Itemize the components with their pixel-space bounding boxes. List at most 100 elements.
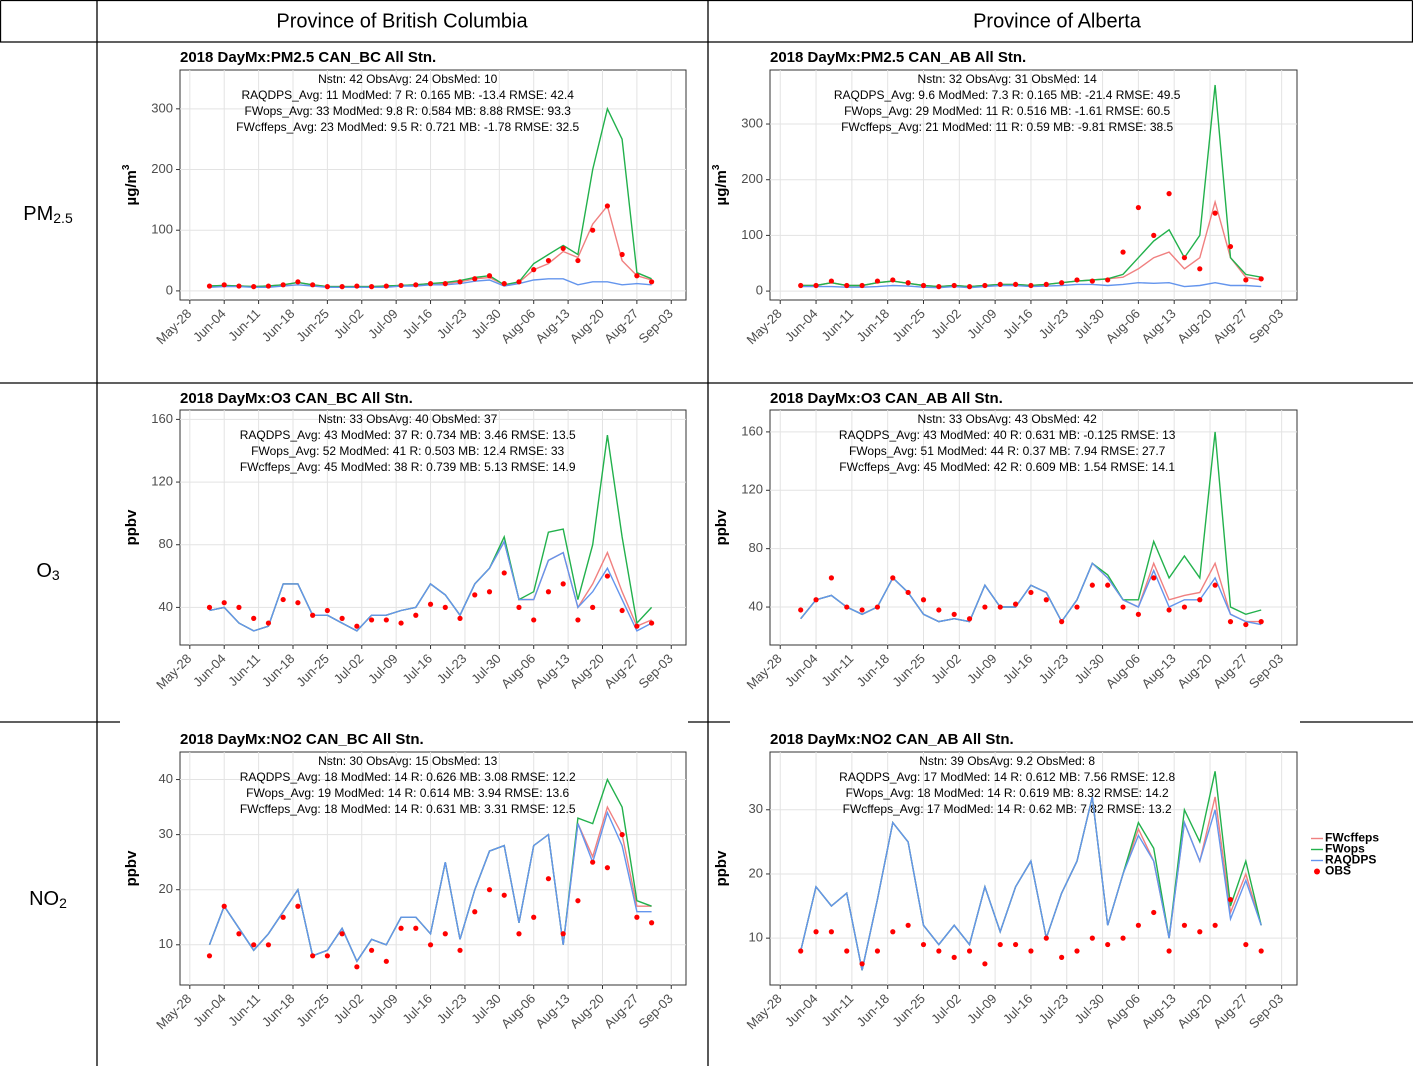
obs-point: [206, 953, 213, 959]
obs-point: [398, 925, 404, 931]
obs-point: [604, 573, 610, 579]
y-tick-label: 300: [741, 115, 763, 130]
y-tick-label: 100: [741, 227, 763, 242]
obs-point: [545, 257, 552, 264]
x-tick-label: Aug-20: [567, 651, 607, 691]
obs-point: [339, 931, 345, 937]
obs-point: [1197, 266, 1203, 272]
y-tick-label: 10: [749, 930, 763, 945]
x-tick-label: Jun-04: [782, 651, 821, 690]
obs-point: [1181, 604, 1188, 610]
obs-point: [798, 607, 804, 613]
obs-point: [486, 273, 493, 279]
obs-point: [516, 931, 522, 937]
obs-point: [545, 589, 552, 595]
chart: 2018 DayMx:PM2.5 CAN_AB All Stn. 0 100 200 3…: [711, 49, 1298, 347]
x-tick-label: Jun-11: [818, 306, 856, 344]
x-tick-label: Jul-16: [399, 651, 435, 687]
obs-point: [310, 282, 316, 288]
obs-point: [1089, 278, 1095, 284]
obs-point: [874, 604, 881, 610]
obs-point: [1089, 582, 1095, 588]
obs-point: [1197, 597, 1203, 603]
y-tick-label: 80: [749, 540, 763, 555]
row-label: O3: [36, 560, 60, 582]
stat-annotation: FWcffeps_Avg: 45 ModMed: 42 R: 0.609 MB:…: [839, 460, 1175, 474]
obs-point: [619, 607, 625, 614]
obs-point: [966, 616, 973, 622]
x-tick-label: Jul-16: [399, 306, 435, 342]
obs-point: [516, 604, 522, 611]
x-tick-label: Aug-13: [532, 651, 572, 691]
y-tick-label: 120: [151, 474, 173, 489]
obs-point: [413, 282, 419, 288]
x-tick-label: Aug-27: [601, 651, 641, 691]
obs-point: [936, 948, 942, 954]
obs-point: [1227, 243, 1234, 250]
obs-point: [905, 922, 911, 928]
x-tick-label: Aug-20: [1174, 306, 1214, 346]
x-tick-label: Aug-06: [498, 991, 538, 1031]
obs-point: [501, 892, 507, 898]
y-axis-label: µg/m3: [121, 164, 140, 205]
obs-point: [531, 617, 537, 623]
y-tick-label: 0: [166, 282, 173, 297]
legend-label: RAQDPS: [1325, 853, 1376, 867]
y-axis-label-sup: 3: [711, 164, 722, 170]
chart-title: 2018 DayMx:O3 CAN_AB All Stn.: [770, 390, 1003, 407]
stat-annotation: Nstn: 30 ObsAvg: 15 ObsMed: 13: [318, 754, 498, 768]
obs-point: [236, 931, 242, 937]
x-tick-label: Jul-02: [928, 651, 964, 687]
obs-point: [1120, 249, 1126, 255]
obs-point: [1258, 948, 1264, 954]
obs-point: [590, 227, 596, 233]
stat-annotation: FWops_Avg: 33 ModMed: 9.8 R: 0.584 MB: 8…: [245, 104, 572, 118]
x-tick-label: Aug-27: [601, 306, 641, 346]
obs-point: [1135, 611, 1141, 617]
y-tick-label: 0: [756, 283, 763, 298]
obs-point: [1059, 619, 1065, 625]
x-tick-label: Aug-13: [1139, 651, 1179, 691]
obs-point: [1105, 941, 1111, 948]
obs-point: [1105, 582, 1111, 588]
obs-point: [1028, 282, 1034, 289]
obs-point: [1151, 909, 1157, 916]
obs-point: [295, 600, 301, 606]
x-tick-label: Jul-09: [365, 651, 401, 687]
obs-point: [619, 832, 625, 838]
x-tick-label: Aug-27: [601, 991, 641, 1031]
row-label-sub: 2: [59, 895, 67, 911]
x-tick-label: Sep-03: [636, 306, 676, 346]
obs-point: [206, 283, 213, 289]
x-tick-label: Sep-03: [1246, 306, 1286, 346]
plot-panel: [769, 69, 1298, 301]
obs-point: [590, 859, 596, 865]
obs-point: [251, 615, 257, 621]
obs-point: [874, 948, 881, 954]
x-tick-label: Aug-06: [498, 306, 538, 346]
chart-title: 2018 DayMx:PM2.5 CAN_AB All Stn.: [770, 49, 1026, 66]
y-axis-label-text: µg/m: [123, 170, 140, 205]
x-tick-label: Aug-27: [1210, 306, 1250, 346]
obs-point: [997, 281, 1003, 288]
obs-point: [427, 281, 434, 287]
obs-point: [339, 615, 345, 621]
x-tick-label: Jul-09: [964, 651, 1000, 687]
obs-point: [859, 607, 865, 613]
obs-point: [531, 914, 537, 920]
stat-annotation: RAQDPS_Avg: 18 ModMed: 14 R: 0.626 MB: 3…: [240, 770, 576, 784]
obs-point: [251, 284, 257, 290]
obs-point: [354, 623, 360, 629]
obs-point: [920, 282, 927, 289]
obs-point: [1089, 935, 1095, 941]
x-tick-label: Aug-13: [1139, 991, 1179, 1031]
obs-point: [1166, 191, 1172, 197]
x-tick-label: Aug-13: [532, 991, 572, 1031]
obs-point: [221, 903, 227, 909]
row-label-base: O: [36, 560, 52, 582]
x-tick-label: Jun-25: [293, 306, 332, 345]
obs-point: [859, 961, 865, 967]
obs-point: [634, 623, 640, 629]
obs-point: [383, 283, 389, 289]
